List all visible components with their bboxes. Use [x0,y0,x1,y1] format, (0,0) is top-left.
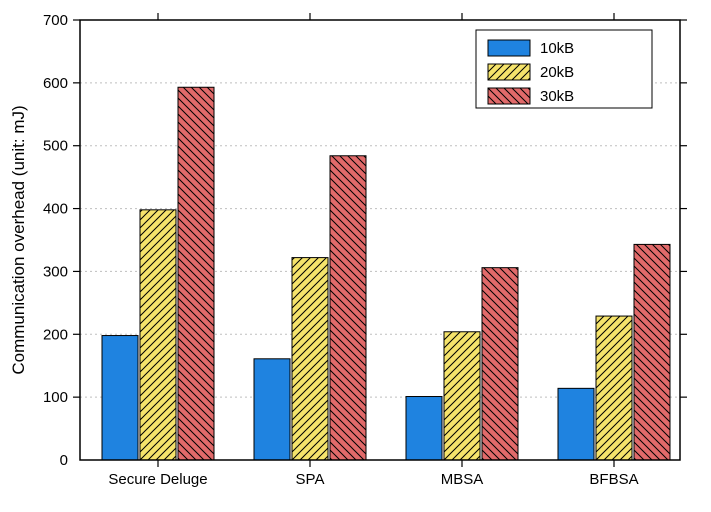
ytick-label: 100 [43,389,68,406]
xtick-label: MBSA [441,471,484,488]
ytick-label: 700 [43,12,68,29]
ytick-label: 300 [43,263,68,280]
bar-spa-20kB [292,258,328,460]
legend-swatch-30kB [488,88,530,104]
bar-spa-10kB [254,359,290,460]
bar-secure-deluge-20kB [140,210,176,460]
bar-secure-deluge-10kB [102,336,138,460]
ytick-label: 500 [43,138,68,155]
ytick-label: 200 [43,326,68,343]
bar-bfbsa-30kB [634,244,670,460]
bar-secure-deluge-30kB [178,87,214,460]
xtick-label: BFBSA [589,471,638,488]
bar-bfbsa-20kB [596,316,632,460]
bar-mbsa-30kB [482,268,518,460]
bar-bfbsa-10kB [558,388,594,460]
legend-swatch-20kB [488,64,530,80]
ytick-label: 0 [60,452,68,469]
xtick-label: SPA [296,471,325,488]
ytick-label: 600 [43,75,68,92]
bar-mbsa-20kB [444,332,480,460]
y-axis-label: Communication overhead (unit: mJ) [9,105,28,374]
legend-label-20kB: 20kB [540,64,574,81]
legend-label-10kB: 10kB [540,40,574,57]
xtick-label: Secure Deluge [108,471,207,488]
bar-mbsa-10kB [406,397,442,460]
ytick-label: 400 [43,201,68,218]
bar-chart: 0 100 200 300 400 500 600 700 Secure Deluge SPA MB… [0,0,711,512]
bar-spa-30kB [330,156,366,460]
legend-swatch-10kB [488,40,530,56]
legend-label-30kB: 30kB [540,88,574,105]
